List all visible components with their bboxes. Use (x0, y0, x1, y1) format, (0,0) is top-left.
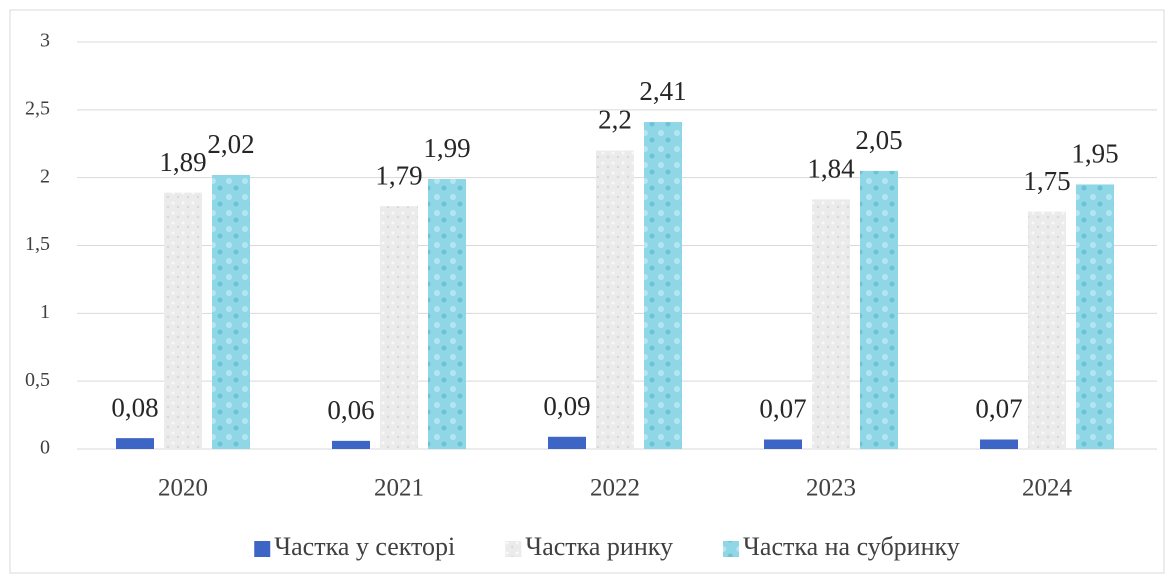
value-label: 2,41 (639, 76, 686, 106)
bar (1028, 211, 1066, 449)
y-tick-label: 2,5 (25, 97, 50, 119)
value-label: 1,79 (375, 160, 422, 190)
x-tick-label: 2022 (590, 475, 640, 502)
x-tick-label: 2021 (374, 475, 424, 502)
y-tick-label: 1,5 (25, 233, 50, 255)
bar (644, 122, 682, 449)
chart-frame (9, 9, 1165, 574)
bar (980, 439, 1018, 449)
bar (764, 439, 802, 449)
value-label: 2,02 (207, 129, 254, 159)
bar (428, 179, 466, 450)
bar (332, 440, 370, 449)
legend-swatch (723, 541, 740, 557)
bar (164, 192, 202, 449)
y-tick-label: 3 (40, 30, 50, 52)
value-label: 0,09 (543, 391, 590, 421)
legend-label: Частка ринку (525, 532, 673, 561)
value-label: 1,99 (423, 133, 470, 163)
legend-label: Частка у секторі (274, 532, 455, 561)
value-label: 0,07 (975, 394, 1022, 424)
bar (1076, 184, 1114, 449)
value-label: 2,2 (598, 105, 632, 135)
bar (212, 174, 250, 449)
bar (380, 206, 418, 449)
value-label: 2,05 (855, 125, 902, 155)
legend-swatch (254, 541, 271, 557)
x-tick-label: 2023 (806, 475, 856, 502)
x-tick-label: 2024 (1022, 475, 1073, 502)
legend-swatch (505, 541, 522, 557)
value-label: 1,95 (1071, 139, 1118, 169)
y-tick-label: 1 (40, 301, 50, 323)
value-label: 0,08 (111, 392, 158, 422)
bar (596, 150, 634, 450)
bar (812, 199, 850, 449)
legend-label: Частка на субринку (743, 532, 960, 561)
y-tick-label: 0,5 (25, 369, 50, 391)
value-label: 1,84 (807, 154, 855, 184)
value-label: 1,75 (1023, 166, 1070, 196)
x-tick-label: 2020 (158, 475, 208, 502)
y-tick-label: 0 (40, 437, 50, 459)
y-tick-label: 2 (40, 165, 50, 187)
bar (860, 170, 898, 449)
bar (548, 436, 586, 449)
value-label: 0,06 (327, 395, 374, 425)
bar (116, 438, 154, 449)
legend: Частка у секторі Частка ринку Частка на су… (254, 532, 960, 561)
value-label: 0,07 (759, 394, 806, 424)
value-label: 1,89 (159, 147, 206, 177)
